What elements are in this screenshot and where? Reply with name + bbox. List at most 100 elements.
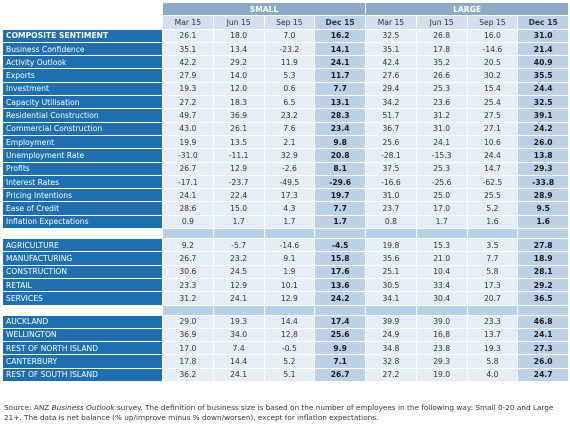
dec-value-cell: 9.9 — [314, 341, 367, 356]
spacer-cell — [365, 304, 417, 316]
value-cell: 26.8 — [415, 28, 468, 43]
value-cell: 14.7 — [466, 161, 519, 176]
dec-value-cell: -33.8 — [517, 174, 570, 190]
value-cell: 23.2 — [212, 251, 265, 266]
value-cell: 35.1 — [365, 41, 417, 57]
source-note: Source: ANZ Business Outlook survey. The… — [4, 403, 566, 423]
row-label: WELLINGTON — [2, 327, 163, 343]
dec-value-cell: 9.8 — [314, 134, 367, 150]
value-cell: 5.1 — [263, 367, 316, 383]
value-cell: 1.9 — [263, 264, 316, 279]
value-cell: 3.5 — [466, 238, 519, 253]
value-cell: 29.3 — [415, 354, 468, 369]
dec-value-cell: 18.9 — [517, 251, 570, 266]
table-body: SMALL LARGE Mar 15 Jun 15 Sep 15 Dec 15 Mar … — [2, 1, 570, 383]
row-label: RETAIL — [2, 277, 163, 293]
dec-value-cell: 9.5 — [517, 201, 570, 216]
dec-value-cell: 8.1 — [314, 161, 367, 176]
table-row: Ease of Credit 28.6 15.0 4.3 7.7 23.7 17.0 5.2 9… — [2, 201, 570, 216]
size-header-row: SMALL LARGE — [2, 1, 570, 17]
dec-value-cell: -4.5 — [314, 238, 367, 253]
value-cell: 0.9 — [162, 214, 214, 230]
value-cell: -11.1 — [212, 148, 265, 163]
value-cell: 36.9 — [162, 327, 214, 343]
row-label: REST OF NORTH ISLAND — [2, 341, 163, 356]
value-cell: 25.6 — [365, 134, 417, 150]
dec-value-cell: -29.6 — [314, 174, 367, 190]
value-cell: 5.2 — [263, 354, 316, 369]
dec-value-cell: 36.5 — [517, 291, 570, 306]
value-cell: 25.3 — [415, 161, 468, 176]
dec-value-cell: 31.0 — [517, 28, 570, 43]
dec-value-cell: 24.2 — [517, 121, 570, 136]
value-cell: 36.7 — [365, 121, 417, 136]
value-cell: 32.5 — [365, 28, 417, 43]
value-cell: 43.0 — [162, 121, 214, 136]
dec-value-cell: 35.5 — [517, 68, 570, 83]
dec-value-cell: 26.0 — [517, 354, 570, 369]
dec-value-cell: 28.9 — [517, 188, 570, 203]
table-row: AUCKLAND 29.0 19.3 14.4 17.4 39.9 39.0 23.3 46.8 — [2, 314, 570, 329]
value-cell: 36.2 — [162, 367, 214, 383]
table-row: SERVICES 31.2 24.1 12.9 24.2 34.1 30.4 20.7 36.5 — [2, 291, 570, 306]
value-cell: 29.4 — [365, 81, 417, 97]
dec-value-cell: 24.1 — [314, 55, 367, 70]
dec-value-cell: 27.8 — [517, 238, 570, 253]
value-cell: 15.0 — [212, 201, 265, 216]
value-cell: 17.0 — [162, 341, 214, 356]
value-cell: 15.4 — [466, 81, 519, 97]
table-row: Unemployment Rate -31.0 -11.1 32.9 20.8 -28.1… — [2, 148, 570, 163]
dec-value-cell: 13.1 — [314, 95, 367, 110]
table-row: Investment 19.3 12.0 0.6 7.7 29.4 25.3 15.4 24.4 — [2, 81, 570, 97]
row-label: SERVICES — [2, 291, 163, 306]
business-outlook-table: SMALL LARGE Mar 15 Jun 15 Sep 15 Dec 15 Mar … — [2, 1, 570, 383]
value-cell: 19.0 — [415, 367, 468, 383]
spacer-cell — [415, 304, 468, 316]
large-header: LARGE — [365, 1, 570, 17]
row-label: Business Confidence — [2, 41, 163, 57]
value-cell: -49.5 — [263, 174, 316, 190]
value-cell: 1.7 — [263, 214, 316, 230]
row-label: Ease of Credit — [2, 201, 163, 216]
period-header-small-0: Mar 15 — [162, 15, 214, 30]
dec-value-cell: 15.8 — [314, 251, 367, 266]
value-cell: 12.8 — [263, 327, 316, 343]
table-row: Exports 27.9 14.0 5.3 11.7 27.6 26.6 30.2 35.5 — [2, 68, 570, 83]
value-cell: 14.0 — [212, 68, 265, 83]
period-header-small-3: Dec 15 — [314, 15, 367, 30]
value-cell: 26.7 — [162, 161, 214, 176]
dec-value-cell: 1.7 — [314, 214, 367, 230]
table-row: RETAIL 23.3 12.9 10.1 13.6 30.5 33.4 17.3 29.2 — [2, 277, 570, 293]
value-cell: 16.8 — [415, 327, 468, 343]
value-cell: 10.4 — [415, 264, 468, 279]
value-cell: 23.6 — [415, 95, 468, 110]
value-cell: 31.2 — [415, 108, 468, 123]
value-cell: 51.7 — [365, 108, 417, 123]
dec-value-cell: 1.6 — [517, 214, 570, 230]
value-cell: -2.6 — [263, 161, 316, 176]
source-note-text-2: survey. The definition of business size … — [4, 403, 554, 422]
value-cell: 23.7 — [365, 201, 417, 216]
period-header-large-1: Jun 15 — [415, 15, 468, 30]
value-cell: -23.7 — [212, 174, 265, 190]
value-cell: 24.4 — [466, 148, 519, 163]
table-row: COMPOSITE SENTIMENT 26.1 18.0 7.0 16.2 32.5 26… — [2, 28, 570, 43]
dec-value-cell: 13.6 — [314, 277, 367, 293]
value-cell: 6.5 — [263, 95, 316, 110]
value-cell: -28.1 — [365, 148, 417, 163]
dec-value-cell: 28.1 — [517, 264, 570, 279]
table-row: Interest Rates -17.1 -23.7 -49.5 -29.6 -16.6-… — [2, 174, 570, 190]
value-cell: 39.9 — [365, 314, 417, 329]
value-cell: 17.8 — [415, 41, 468, 57]
value-cell: 39.0 — [415, 314, 468, 329]
value-cell: 20.7 — [466, 291, 519, 306]
dec-value-cell: 7.7 — [314, 81, 367, 97]
value-cell: 13.4 — [212, 41, 265, 57]
dec-value-cell: 13.8 — [517, 148, 570, 163]
table-row: Pricing Intentions 24.1 22.4 17.3 19.7 31.0 25… — [2, 188, 570, 203]
dec-value-cell: 14.1 — [314, 41, 367, 57]
value-cell: 23.2 — [263, 108, 316, 123]
spacer-cell — [466, 228, 519, 240]
dec-value-cell: 46.8 — [517, 314, 570, 329]
survey-table-container: SMALL LARGE Mar 15 Jun 15 Sep 15 Dec 15 Mar … — [2, 1, 570, 383]
